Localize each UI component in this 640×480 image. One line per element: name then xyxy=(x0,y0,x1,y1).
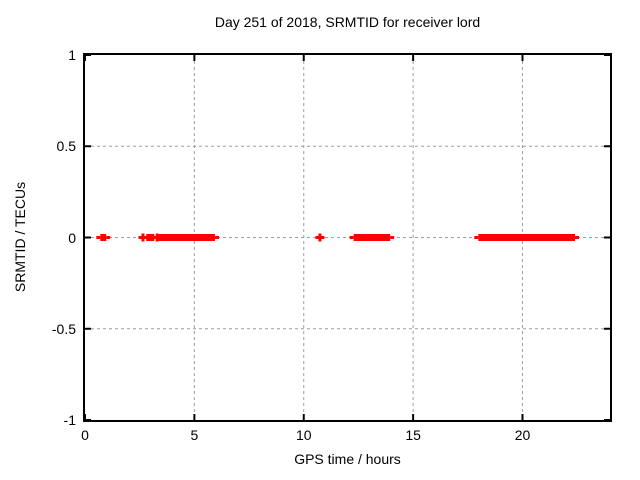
chart-title: Day 251 of 2018, SRMTID for receiver lor… xyxy=(214,14,481,30)
x-tick-label: 10 xyxy=(295,427,312,443)
x-tick-label: 20 xyxy=(514,427,531,443)
x-tick-label: 0 xyxy=(81,427,89,443)
data-point-plus xyxy=(155,233,159,242)
data-segment-end-arm xyxy=(214,236,219,239)
data-segment-end-arm xyxy=(575,236,579,239)
data-segment xyxy=(146,234,155,241)
data-point-plus xyxy=(318,233,322,242)
y-tick-label: -0.5 xyxy=(51,320,76,337)
y-tick-label: 0.5 xyxy=(56,138,76,155)
data-segment-end-arm xyxy=(96,236,101,239)
data-segment-end-arm xyxy=(106,236,111,239)
data-segment-end-arm xyxy=(474,236,479,239)
data-segment xyxy=(158,234,215,241)
data-segment-end-arm xyxy=(349,236,354,239)
data-segment xyxy=(478,234,575,241)
y-tick-label: 0 xyxy=(68,229,76,246)
y-tick-label: 1 xyxy=(68,47,76,63)
plot-border xyxy=(83,53,612,422)
y-tick-label: -1 xyxy=(63,412,76,428)
x-axis-label: GPS time / hours xyxy=(294,451,401,467)
data-point-plus xyxy=(141,233,145,242)
x-tick-label: 15 xyxy=(405,427,421,443)
data-segment xyxy=(353,234,391,241)
x-tick-label: 5 xyxy=(190,427,199,443)
data-segment-end-arm xyxy=(390,236,395,239)
data-segment xyxy=(100,234,107,241)
